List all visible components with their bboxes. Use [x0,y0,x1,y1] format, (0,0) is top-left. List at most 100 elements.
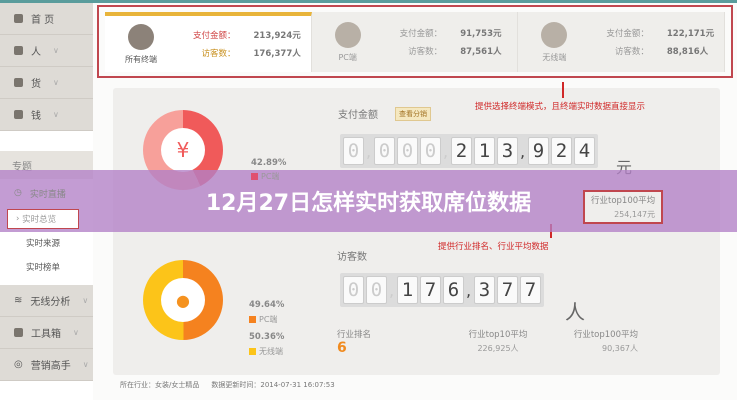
sidebar-item-goods[interactable]: 货 ∨ [0,67,93,99]
stat-label: 行业top100平均 [573,330,638,340]
pay-label: 支付金额： [606,29,649,39]
industry-label: 所在行业：女装/女士精品 [120,381,200,389]
payment-donut: ¥ [143,110,223,190]
tab-label: 无线端 [542,52,567,62]
person-icon: ● [161,278,205,322]
counter-digit: 1 [474,137,495,165]
wifi-icon: ≋ [14,295,23,306]
visitors-value: 88,816人 [666,47,709,57]
counter-digit: 0 [420,137,441,165]
legend-label: 无线端 [259,347,283,356]
pay-label: 支付金额： [399,29,443,39]
counter-digit: 9 [528,137,549,165]
industry-top10: 行业top10平均 226,925人 [448,328,548,354]
tab-wireless[interactable]: 无线端 支付金额： 122,171元访客数： 88,816人 [518,12,726,72]
counter-digit: 0 [366,276,387,304]
counter-digit: 7 [497,276,518,304]
phone-icon [541,21,568,48]
payment-pc-percent: 42.89% [251,158,287,168]
counter-digit: 4 [574,137,595,165]
visitors-value: 87,561人 [460,47,502,57]
counter-digit: 7 [520,276,541,304]
sidebar-subitem-overview[interactable]: › 实时总览 [7,209,79,229]
tab-label: PC端 [338,52,357,62]
counter-digit: 0 [374,137,395,165]
counter-digit: 3 [474,276,495,304]
counter-digit: 3 [497,137,518,165]
sidebar: 首 页 人 ∨ 货 ∨ 钱 ∨ 专题 ◷ 实时直播 › 实时总览 实时来源 实时榜单 ≋… [0,3,93,400]
counter-digit: 0 [397,137,418,165]
label: 实时直播 [29,189,66,200]
legend-label: PC端 [259,315,278,324]
digit-separator: , [389,280,395,300]
label: 人 [31,47,41,58]
pay-value: 91,753元 [460,29,502,39]
visitors-pc-percent: 49.64% [249,300,285,310]
money-icon [14,110,23,119]
counter-digit: 2 [451,137,472,165]
terminal-selector: 所有终端 支付金额： 213,924元 访客数： 176,377人 PC端 支付金额：… [97,5,733,78]
industry-rank: 行业排名 6 [337,328,371,356]
tab-label: 所有终端 [125,54,157,64]
target-icon: ◎ [14,359,23,370]
stat-value: 90,367人 [602,344,638,353]
user-icon [14,46,23,55]
counter-digit: 7 [420,276,441,304]
stat-label: 行业排名 [337,330,372,340]
banner-title: 12月27日怎样实时获取席位数据 [205,191,532,216]
sidebar-item-live[interactable]: ◷ 实时直播 [0,179,93,207]
counter-digit: 0 [343,137,364,165]
chevron-down-icon: ∨ [53,78,59,87]
bag-icon [14,78,23,87]
sidebar-item-money[interactable]: 钱 ∨ [0,99,93,131]
counter-digit: 6 [443,276,464,304]
yuan-icon: ¥ [161,128,205,172]
sidebar-item-toolbox[interactable]: 工具箱 ∨ [0,317,93,349]
sidebar-subitem-sources[interactable]: 实时来源 [0,231,93,255]
payment-top100: 行业top100平均 254,147元 [583,190,664,224]
update-time: 数据更新时间：2014-07-31 16:07:53 [211,381,335,389]
digit-separator: , [366,141,372,161]
title-banner: 12月27日怎样实时获取席位数据 [0,170,737,232]
label: 无线分析 [30,297,71,308]
top-bar [0,0,737,3]
legend-pc: PC端 [249,314,277,325]
label: 营销高手 [30,361,71,372]
toolbox-icon [14,328,23,337]
sidebar-item-people[interactable]: 人 ∨ [0,35,93,67]
legend-label: PC端 [261,172,280,181]
visitors-label: 访客数： [614,47,649,57]
label: 钱 [31,111,41,122]
stat-label: 行业top10平均 [468,330,528,340]
tab-all-terminals[interactable]: 所有终端 支付金额： 213,924元 访客数： 176,377人 [105,12,312,72]
chevron-down-icon: ∨ [53,110,59,119]
stat-label: 行业top100平均 [591,196,656,206]
label: 实时总览 [22,215,57,225]
arrow-up-icon [562,82,564,98]
rank-value: 6 [337,340,347,356]
view-distribution-button[interactable]: 查看分销 [395,107,431,121]
multi-device-icon [128,23,154,50]
chevron-down-icon: ∨ [53,46,59,55]
chevron-down-icon: ∨ [82,360,89,369]
annotation-industry: 提供行业排名、行业平均数据 [438,242,549,252]
sidebar-item-marketing[interactable]: ◎ 营销高手 ∨ [0,349,93,381]
label: 首 页 [31,15,55,26]
digit-separator: , [466,280,472,300]
sidebar-item-wireless[interactable]: ≋ 无线分析 ∨ [0,285,93,317]
counter-digit: 0 [343,276,364,304]
sidebar-subitem-rankings[interactable]: 实时榜单 [0,255,93,279]
pay-value: 122,171元 [666,29,715,39]
visitors-value: 176,377人 [253,49,301,59]
annotation-terminal: 提供选择终端模式，且终端实时数据直接显示 [475,102,646,112]
visitors-unit: 人 [565,300,585,324]
counter-digit: 1 [397,276,418,304]
sidebar-item-home[interactable]: 首 页 [0,3,93,35]
payment-title: 支付金额 [338,110,378,121]
chevron-down-icon: ∨ [73,328,79,337]
clock-icon: ◷ [14,188,22,198]
tab-pc[interactable]: PC端 支付金额： 91,753元 访客数： 87,561人 [312,12,519,72]
home-icon [14,14,23,23]
digit-separator: , [520,141,526,161]
